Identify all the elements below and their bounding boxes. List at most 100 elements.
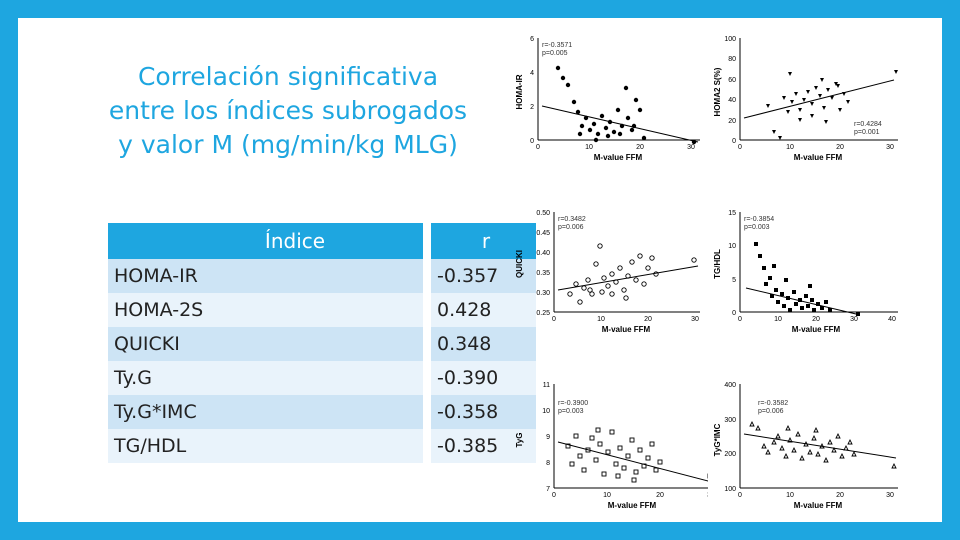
y-tick-label: 0 <box>530 138 534 145</box>
x-tick-label: 30 <box>691 316 699 323</box>
row-index: TG/HDL <box>108 429 423 463</box>
row-r: -0.358 <box>431 395 536 429</box>
stat-r: r=-0.3582 <box>758 400 788 407</box>
correlation-table: Índice r HOMA-IR -0.357 HOMA-2S 0.428 QU… <box>108 223 536 463</box>
x-tick-label: 30 <box>687 144 695 151</box>
y-tick-label: 15 <box>728 210 736 217</box>
regression-line <box>557 441 708 482</box>
table-row: HOMA-IR -0.357 <box>108 259 536 293</box>
x-tick-label: 0 <box>738 144 742 151</box>
regression-line <box>743 433 897 459</box>
y-tick-label: 5 <box>732 277 736 284</box>
scatter-plot-quicki: QUICKI 0.50 0.45 0.40 0.35 0.30 0.25 0 1… <box>515 210 700 334</box>
stat-p: p=0.003 <box>558 408 584 415</box>
table-row: Ty.G -0.390 <box>108 361 536 395</box>
stat-p: p=0.003 <box>744 224 770 231</box>
x-tick-label: 10 <box>786 144 794 151</box>
y-tick-label: 100 <box>724 36 736 43</box>
scatter-plot-tyg: TyG 11 10 9 8 7 0 10 20 30 M-value FFM r… <box>515 382 708 510</box>
data-points <box>754 242 860 316</box>
row-index: HOMA-IR <box>108 259 423 293</box>
x-tick-label: 10 <box>585 144 593 151</box>
data-points <box>749 420 897 469</box>
y-tick-label: 2 <box>530 104 534 111</box>
y-tick-label: 0 <box>732 310 736 317</box>
y-tick-label: 7 <box>546 486 550 493</box>
y-tick-label: 60 <box>728 77 736 84</box>
data-points <box>766 70 898 140</box>
y-axis-label: HOMA2 S(%) <box>713 67 722 116</box>
x-axis-label: M-value FFM <box>794 153 843 162</box>
x-tick-label: 10 <box>603 492 611 499</box>
stat-p: p=0.006 <box>558 224 584 231</box>
regression-line <box>743 79 895 119</box>
x-tick-label: 30 <box>886 492 894 499</box>
y-tick-label: 0.30 <box>536 290 550 297</box>
slide: Correlación significativa entre los índi… <box>18 18 942 522</box>
data-points <box>565 427 708 483</box>
y-tick-label: 0.50 <box>536 210 550 217</box>
x-tick-label: 0 <box>738 492 742 499</box>
table-row: QUICKI 0.348 <box>108 327 536 361</box>
y-tick-label: 6 <box>530 36 534 43</box>
x-tick-label: 0 <box>738 316 742 323</box>
y-axis-label: QUICKI <box>515 250 524 278</box>
row-r: 0.348 <box>431 327 536 361</box>
x-tick-label: 30 <box>850 316 858 323</box>
y-tick-label: 0.40 <box>536 250 550 257</box>
y-axis-label: TG/HDL <box>713 249 722 279</box>
x-tick-label: 0 <box>552 492 556 499</box>
x-tick-label: 10 <box>786 492 794 499</box>
y-tick-label: 300 <box>724 417 736 424</box>
y-tick-label: 8 <box>546 460 550 467</box>
y-tick-label: 20 <box>728 118 736 125</box>
row-r: 0.428 <box>431 293 536 327</box>
table-row: HOMA-2S 0.428 <box>108 293 536 327</box>
y-tick-label: 400 <box>724 382 736 389</box>
slide-title: Correlación significativa entre los índi… <box>108 62 468 159</box>
x-axis-label: M-value FFM <box>792 325 841 334</box>
stat-p: p=0.005 <box>542 50 568 57</box>
row-index: Ty.G <box>108 361 423 395</box>
table-row: TG/HDL -0.385 <box>108 429 536 463</box>
y-axis-label: HOMA-IR <box>515 74 524 109</box>
y-tick-label: 11 <box>543 382 550 389</box>
row-index: Ty.G*IMC <box>108 395 423 429</box>
scatter-plot-homa-ir: HOMA-IR 6 4 2 0 0 10 20 30 M-value FFM r… <box>515 36 700 162</box>
y-axis-label: TyG <box>515 433 524 448</box>
x-tick-label: 20 <box>644 316 652 323</box>
x-tick-label: 20 <box>836 492 844 499</box>
scatter-plot-tg-hdl: TG/HDL 15 10 5 0 0 10 20 30 40 M-value F… <box>713 210 898 334</box>
table-header-row: Índice r <box>108 223 536 259</box>
x-tick-label: 20 <box>636 144 644 151</box>
x-tick-label: 20 <box>836 144 844 151</box>
stat-p: p=0.001 <box>854 129 880 136</box>
row-index: QUICKI <box>108 327 423 361</box>
header-r: r <box>431 223 536 259</box>
x-axis-label: M-value FFM <box>594 153 643 162</box>
x-tick-label: 40 <box>888 316 896 323</box>
y-tick-label: 100 <box>724 486 736 493</box>
y-axis-label: TyG*IMC <box>713 423 722 456</box>
x-tick-label: 30 <box>707 492 708 499</box>
stat-r: r=-0.3571 <box>542 42 572 49</box>
y-tick-label: 0.45 <box>536 230 550 237</box>
stat-p: p=0.006 <box>758 408 784 415</box>
y-tick-label: 0.35 <box>536 270 550 277</box>
scatter-plot-homa2s: HOMA2 S(%) 100 80 60 40 20 0 0 10 20 30 … <box>713 36 898 162</box>
y-tick-label: 10 <box>542 408 550 415</box>
stat-r: r=0.3482 <box>558 216 586 223</box>
y-tick-label: 200 <box>724 451 736 458</box>
x-axis-label: M-value FFM <box>608 501 657 510</box>
data-points <box>567 243 697 305</box>
row-r: -0.390 <box>431 361 536 395</box>
y-tick-label: 0 <box>732 138 736 145</box>
header-index: Índice <box>108 223 423 259</box>
x-tick-label: 10 <box>774 316 782 323</box>
x-axis-label: M-value FFM <box>602 325 651 334</box>
x-axis-label: M-value FFM <box>794 501 843 510</box>
y-tick-label: 10 <box>728 243 736 250</box>
x-tick-label: 0 <box>536 144 540 151</box>
stat-r: r=-0.3854 <box>744 216 774 223</box>
x-tick-label: 30 <box>886 144 894 151</box>
